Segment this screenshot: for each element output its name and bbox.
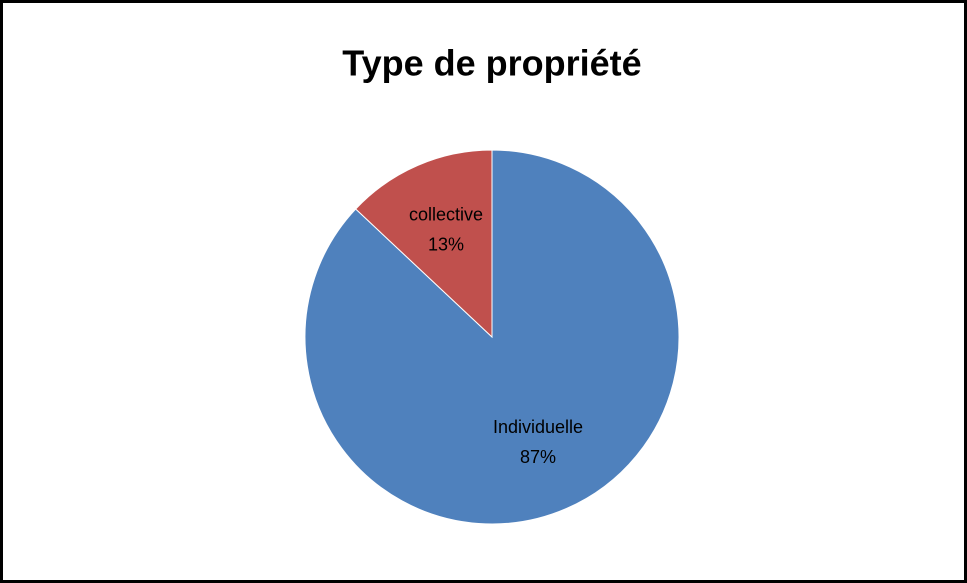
slice-category-label: Individuelle (493, 417, 583, 437)
chart-title: Type de propriété (342, 43, 641, 84)
pie-slice (354, 149, 493, 339)
slice-value-label: 13% (428, 234, 464, 254)
slice-value-label: 87% (520, 447, 556, 467)
slice-category-label: collective (409, 204, 483, 224)
